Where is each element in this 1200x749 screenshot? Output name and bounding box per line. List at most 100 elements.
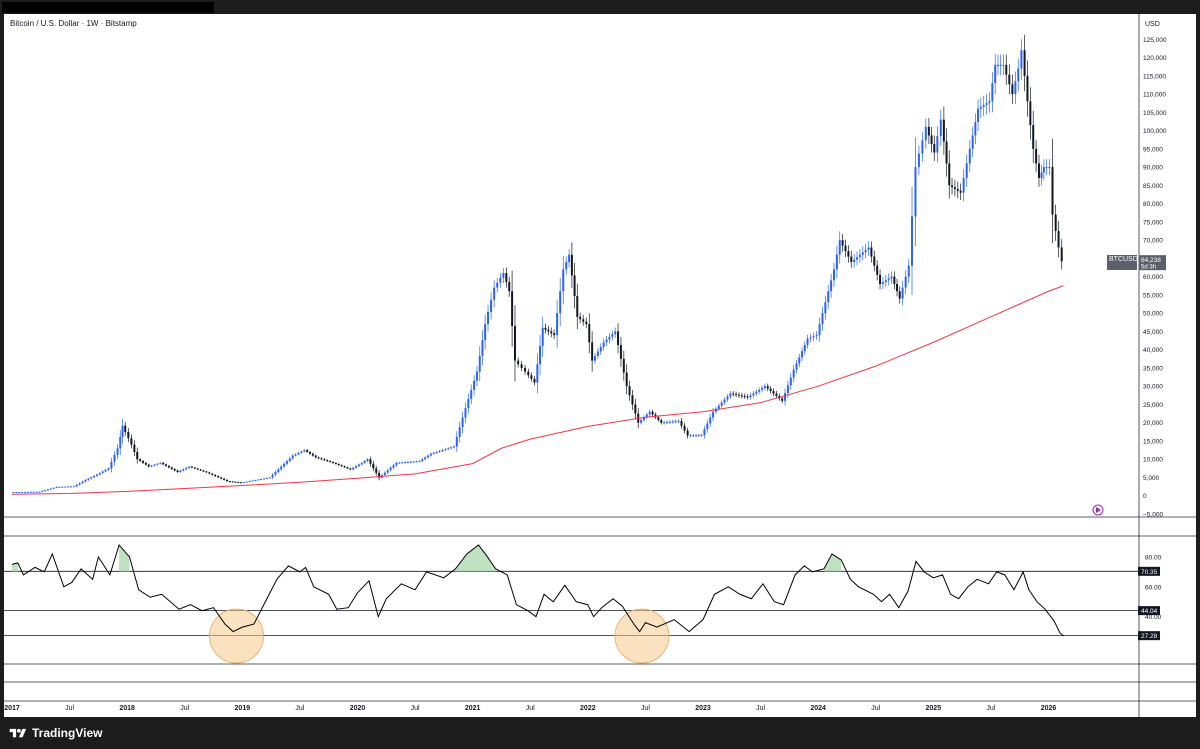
candle-body xyxy=(372,463,375,469)
price-tick-label: 45,000 xyxy=(1143,329,1163,336)
candle-body xyxy=(133,444,136,452)
candle-body xyxy=(496,282,499,288)
candle-body xyxy=(867,247,870,250)
time-tick-label: Jul xyxy=(871,705,880,712)
candle-body xyxy=(294,454,297,456)
candle-body xyxy=(677,420,680,422)
brand[interactable]: TradingView xyxy=(9,726,102,740)
candle-body xyxy=(179,470,182,473)
candle-body xyxy=(147,464,150,467)
candle-body xyxy=(674,421,677,423)
rsi-tick-label: 60.00 xyxy=(1145,584,1162,591)
candle-body xyxy=(139,459,142,462)
candle-body xyxy=(763,386,766,389)
candle-body xyxy=(1045,167,1048,169)
candle-body xyxy=(898,291,901,299)
candle-body xyxy=(274,472,277,475)
candle-body xyxy=(81,481,84,484)
candle-body xyxy=(576,296,579,317)
candle-body xyxy=(87,478,90,481)
price-tick-label: 55,000 xyxy=(1143,292,1163,299)
candle-body xyxy=(403,462,406,464)
candle-body xyxy=(628,386,631,396)
candle-body xyxy=(490,299,493,312)
candle-body xyxy=(156,463,159,465)
candle-body xyxy=(520,364,523,368)
candle-body xyxy=(346,467,349,469)
moving-average-line xyxy=(11,285,1064,495)
candle-body xyxy=(524,367,527,372)
candle-body xyxy=(1005,64,1008,75)
candle-body xyxy=(936,136,939,153)
candle-body xyxy=(740,395,743,397)
candle-body xyxy=(933,143,936,153)
bottom-highlight-circle xyxy=(209,608,264,664)
candle-body xyxy=(98,473,101,475)
time-tick-label: 2020 xyxy=(350,705,366,712)
candle-body xyxy=(565,262,568,270)
candle-body xyxy=(61,486,64,488)
candle-body xyxy=(818,324,821,336)
candle-body xyxy=(464,408,467,418)
candle-body xyxy=(544,327,547,330)
candle-body xyxy=(720,402,723,406)
candle-body xyxy=(317,457,320,459)
candle-body xyxy=(911,216,914,266)
candle-body xyxy=(173,468,176,471)
candle-body xyxy=(349,468,352,470)
candle-body xyxy=(308,451,311,454)
candle-body xyxy=(23,491,26,493)
candle-body xyxy=(596,351,599,357)
candle-body xyxy=(499,277,502,283)
price-tick-label: 15,000 xyxy=(1143,438,1163,445)
candle-body xyxy=(15,492,18,494)
candle-body xyxy=(541,327,544,347)
candle-body xyxy=(58,486,61,488)
candle-body xyxy=(254,480,257,482)
candle-body xyxy=(914,167,917,217)
candle-body xyxy=(55,486,58,488)
candle-body xyxy=(159,462,162,464)
candle-body xyxy=(487,311,490,325)
candle-body xyxy=(193,467,196,469)
time-tick-label: 2025 xyxy=(926,705,942,712)
candle-body xyxy=(660,419,663,423)
candle-body xyxy=(743,395,746,397)
candle-body xyxy=(838,240,841,255)
candle-body xyxy=(1035,148,1038,164)
replay-icon[interactable] xyxy=(1092,504,1104,516)
candle-body xyxy=(971,135,974,149)
candle-body xyxy=(268,477,271,479)
candle-body xyxy=(355,466,358,468)
overbought-fill xyxy=(12,562,18,572)
price-tick-label: 95,000 xyxy=(1143,146,1163,153)
candle-body xyxy=(291,455,294,459)
chart-canvas[interactable]: USD −5,000 0 5,000 10,000 15,000 20,000 25,000 3… xyxy=(4,14,1196,717)
candle-body xyxy=(602,342,605,347)
candle-body xyxy=(401,462,404,464)
candle-body xyxy=(78,483,81,485)
candle-body xyxy=(965,163,968,179)
candle-body xyxy=(386,470,389,473)
candle-body xyxy=(127,431,130,439)
candle-body xyxy=(539,346,542,365)
candle-body xyxy=(409,461,412,463)
candle-body xyxy=(533,378,536,383)
candle-body xyxy=(121,425,124,437)
candle-body xyxy=(657,417,660,420)
candle-body xyxy=(340,465,343,467)
candle-body xyxy=(231,481,234,483)
candle-body xyxy=(772,391,775,394)
candle-body xyxy=(95,474,98,476)
candle-body xyxy=(257,479,260,481)
candle-body xyxy=(784,393,787,401)
candle-body xyxy=(467,398,470,409)
candle-body xyxy=(746,396,749,398)
chart-panel[interactable]: USD −5,000 0 5,000 10,000 15,000 20,000 25,000 3… xyxy=(4,14,1196,717)
candle-body xyxy=(625,372,628,387)
time-tick-label: 2024 xyxy=(810,705,826,712)
time-tick-label: Jul xyxy=(756,705,765,712)
candle-body xyxy=(334,462,337,464)
candle-body xyxy=(223,478,226,480)
candle-body xyxy=(493,287,496,300)
